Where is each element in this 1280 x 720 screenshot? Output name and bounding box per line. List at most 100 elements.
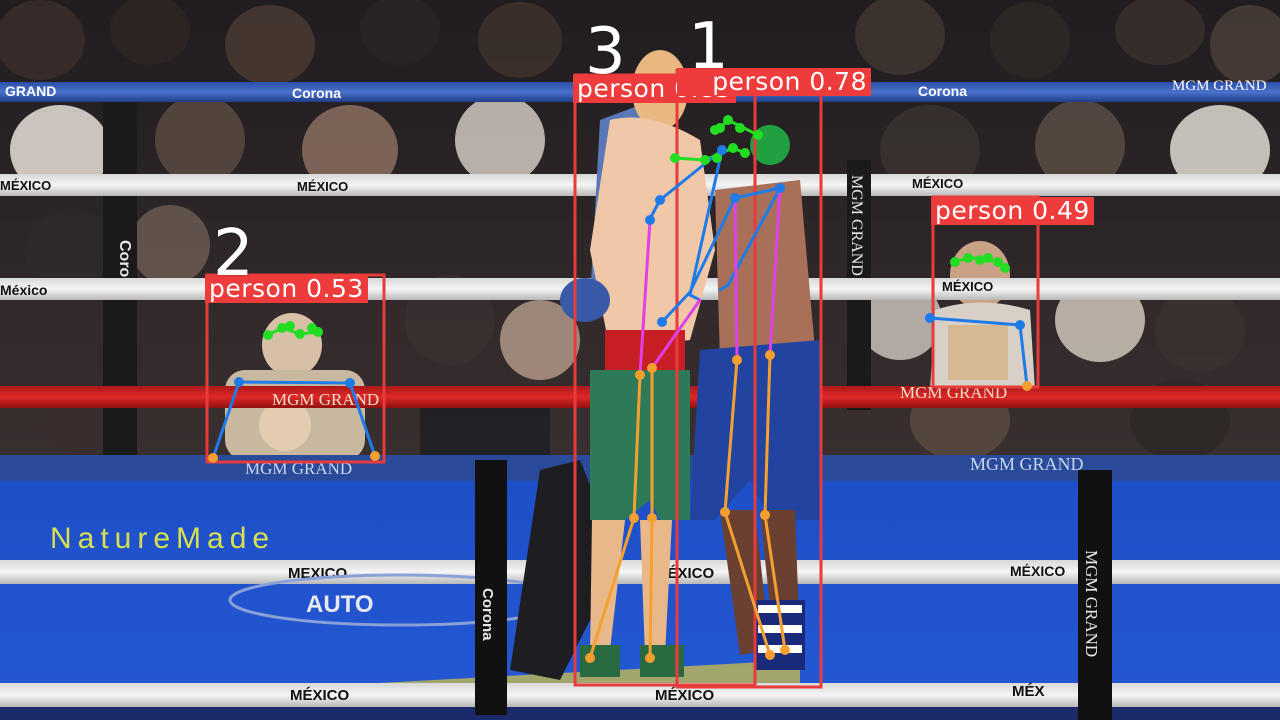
svg-text:MÉXICO: MÉXICO [297, 179, 348, 194]
svg-text:MÉXICO: MÉXICO [0, 178, 51, 193]
svg-text:MGM GRAND: MGM GRAND [272, 390, 379, 409]
joint-keypoint [780, 645, 790, 655]
shoulder-keypoint [717, 145, 727, 155]
leg-bone [763, 353, 772, 517]
leg-bone [588, 516, 636, 660]
face-keypoint [700, 155, 710, 165]
rope-white-low [0, 560, 1280, 584]
arm-bone [688, 196, 737, 294]
track-id-3: 3 [585, 15, 626, 89]
face-keypoint [963, 253, 973, 263]
detection-label-4: person 0.49 [931, 197, 1094, 225]
face-keypoint [723, 115, 733, 125]
svg-text:Corona: Corona [918, 83, 967, 99]
svg-text:MÉXICO: MÉXICO [290, 687, 350, 704]
joint-keypoint [657, 317, 667, 327]
svg-text:MÉXICO: MÉXICO [942, 279, 993, 294]
shoulder-bone [658, 148, 724, 202]
rope-white-bottom [0, 683, 1280, 707]
post-bottom-right [1078, 470, 1112, 720]
face-bone [673, 156, 707, 162]
joint-keypoint [629, 513, 639, 523]
face-keypoint [1000, 263, 1010, 273]
face-keypoint [753, 130, 763, 140]
face-keypoint [263, 330, 273, 340]
torso-bone [733, 196, 739, 362]
joint-keypoint [585, 653, 595, 663]
arm-bone [688, 293, 702, 302]
leg-bone [632, 373, 642, 520]
shoulder-bone [733, 186, 782, 200]
joint-keypoint [720, 507, 730, 517]
sponsor-banner-text: NatureMade [50, 522, 275, 555]
face-keypoint [712, 153, 722, 163]
svg-text:MGM GRAND: MGM GRAND [970, 454, 1084, 474]
track-id-1: 1 [688, 10, 729, 84]
svg-text:MÉXICO: MÉXICO [912, 176, 963, 191]
svg-text:Corona: Corona [292, 85, 341, 101]
mgm-vertical-text: MGM GRAND [848, 175, 865, 276]
arm-bone [1018, 323, 1029, 388]
svg-text:MÉXICO: MÉXICO [655, 565, 715, 582]
face-keypoint [728, 143, 738, 153]
joint-keypoint [732, 355, 742, 365]
shoulder-keypoint [1015, 320, 1025, 330]
shoulder-keypoint [775, 183, 785, 193]
post-bottom-center [475, 460, 507, 715]
svg-text:MGM GRAND: MGM GRAND [1172, 78, 1267, 94]
face-keypoint [285, 321, 295, 331]
detection-label-2: person 0.53 [205, 275, 368, 303]
shoulder-keypoint [730, 193, 740, 203]
face-keypoint [710, 125, 720, 135]
svg-text:MÉX: MÉX [1012, 683, 1045, 700]
face-keypoint [993, 257, 1003, 267]
joint-keypoint [645, 215, 655, 225]
face-keypoint [975, 255, 985, 265]
shoulder-keypoint [345, 378, 355, 388]
shoulder-bone [928, 316, 1022, 327]
joint-keypoint [370, 451, 380, 461]
face-keypoint [295, 329, 305, 339]
face-keypoint [277, 323, 287, 333]
joint-keypoint [208, 453, 218, 463]
joint-keypoint [760, 510, 770, 520]
face-keypoint [670, 153, 680, 163]
detection-label-1: person 0.78 [677, 68, 871, 96]
shoulder-bone [237, 380, 352, 385]
joint-keypoint [647, 363, 657, 373]
torso-bone [650, 298, 702, 370]
torso-bone [768, 186, 782, 357]
leg-bone [723, 510, 772, 657]
joint-keypoint [765, 350, 775, 360]
svg-text:MGM GRAND: MGM GRAND [1082, 550, 1101, 657]
face-keypoint [313, 327, 323, 337]
fighter-left-figure [560, 50, 715, 677]
joint-keypoint [765, 650, 775, 660]
svg-text:MGM GRAND: MGM GRAND [245, 459, 352, 478]
svg-text:MÉXICO: MÉXICO [655, 687, 715, 704]
arm-bone [211, 380, 241, 460]
face-keypoint [983, 253, 993, 263]
svg-text:México: México [0, 282, 47, 298]
shoulder-keypoint [234, 377, 244, 387]
arm-bone [660, 290, 692, 324]
leg-bone [648, 516, 654, 660]
shoulder-keypoint [655, 195, 665, 205]
face-keypoint [740, 148, 750, 158]
torso-bone [638, 218, 652, 377]
svg-text:Corona: Corona [479, 588, 496, 641]
svg-text:AUTO: AUTO [306, 591, 374, 618]
arm-bone [718, 283, 730, 292]
svg-text:GRAND: GRAND [5, 83, 56, 99]
joint-keypoint [647, 513, 657, 523]
svg-text:MÉXICO: MÉXICO [1010, 563, 1065, 579]
arm-bone [348, 381, 377, 458]
joint-keypoint [925, 313, 935, 323]
face-keypoint [950, 257, 960, 267]
leg-bone [763, 513, 787, 652]
face-keypoint [735, 123, 745, 133]
joint-keypoint [635, 370, 645, 380]
pose-skeleton-overlay [208, 115, 1032, 663]
